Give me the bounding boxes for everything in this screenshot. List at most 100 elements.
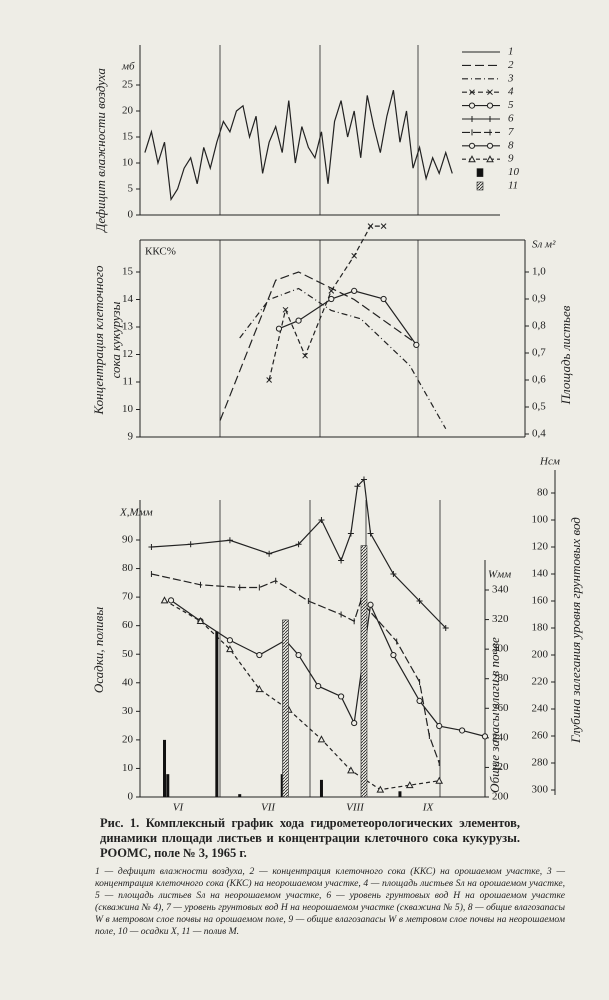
marker [481, 733, 489, 740]
marker [351, 252, 358, 259]
marker [328, 295, 335, 303]
figure: мб Дефицит влажности воздуха Концентраци… [91, 45, 583, 814]
marker [486, 102, 494, 109]
tick-label: 180 [532, 622, 549, 634]
marker [468, 155, 476, 163]
unit: Sл м² [532, 239, 556, 251]
tick-label: 15 [122, 131, 134, 143]
marker [416, 697, 423, 704]
tick-label: 0,7 [532, 347, 546, 359]
tick-label: 10 [122, 157, 134, 169]
marker [167, 597, 175, 604]
explanation: 1 — дефицит влажности воздуха, 2 — конце… [95, 866, 565, 937]
tick-label: 60 [122, 619, 134, 631]
tick-label: 320 [492, 613, 509, 625]
axis-label: Дефицит влажности воздуха [93, 68, 108, 234]
tick-label: 240 [532, 703, 549, 715]
tick-label: 12 [122, 348, 133, 360]
marker [295, 651, 302, 659]
unit: ККС% [145, 246, 176, 258]
marker [469, 116, 475, 122]
marker [187, 541, 194, 548]
marker [347, 530, 354, 537]
tick-label: 80 [122, 562, 134, 574]
marker [295, 541, 302, 548]
marker [487, 89, 493, 96]
marker [226, 537, 233, 544]
month-label: VIII [346, 802, 365, 814]
tick-label: 0,9 [532, 293, 546, 305]
marker [317, 735, 326, 743]
legend-swatch [476, 181, 484, 191]
legend-label: 6 [508, 113, 514, 125]
series-line [144, 90, 453, 202]
marker [390, 651, 397, 659]
marker [318, 517, 325, 523]
tick-label: 80 [537, 487, 549, 499]
marker [282, 306, 289, 313]
legend-label: 1 [508, 46, 514, 58]
tick-label: 300 [532, 784, 549, 796]
marker [226, 645, 234, 653]
marker [328, 288, 335, 294]
marker [468, 142, 476, 149]
tick-label: 280 [492, 672, 509, 684]
series-line [278, 290, 417, 346]
legend-label: 10 [508, 166, 520, 178]
marker [486, 142, 494, 149]
legend-label: 11 [508, 180, 518, 192]
tick-label: 10 [122, 403, 134, 415]
marker [337, 693, 345, 700]
bar [238, 794, 242, 797]
marker [256, 651, 263, 659]
tick-label: 0,8 [532, 320, 546, 332]
axis-label: Осадки, поливы [91, 607, 106, 693]
legend-label: 4 [508, 86, 514, 98]
marker [405, 781, 414, 789]
marker [266, 377, 273, 383]
tick-label: 15 [122, 266, 134, 278]
legend-label: 7 [508, 126, 514, 138]
tick-label: 220 [492, 761, 509, 773]
tick-label: 100 [532, 514, 549, 526]
series-line [164, 599, 440, 791]
tick-label: 70 [122, 591, 134, 603]
series-line [219, 271, 417, 421]
marker [487, 116, 493, 122]
marker [367, 223, 374, 229]
axis-label: Общие запасы влаги в почве [487, 637, 502, 793]
tick-label: 200 [532, 649, 549, 661]
tick-label: 120 [532, 541, 549, 553]
tick-label: 0,4 [532, 428, 546, 440]
tick-label: 280 [532, 757, 549, 769]
axis-label: Площадь листьев [558, 305, 573, 405]
tick-label: 0 [128, 209, 134, 221]
marker [469, 89, 475, 96]
tick-label: 140 [532, 568, 549, 580]
marker [458, 727, 466, 734]
marker [436, 722, 443, 730]
unit: Нсм [539, 456, 560, 468]
marker [351, 287, 358, 294]
tick-label: 260 [532, 730, 549, 742]
axis-label: сока кукурузы [108, 301, 123, 378]
axis-label: Глубина залегания уровня грунтовых вод [568, 517, 583, 744]
caption: Рис. 1. Комплексный график хода гидромет… [100, 816, 520, 860]
marker [226, 637, 234, 644]
marker [380, 295, 387, 303]
tick-label: 0 [128, 791, 134, 803]
marker [148, 544, 155, 550]
legend-label: 9 [508, 153, 514, 165]
series-line [151, 573, 440, 764]
tick-label: 340 [492, 584, 509, 596]
tick-label: 260 [492, 702, 509, 714]
marker [266, 550, 273, 557]
marker [376, 785, 385, 793]
bar [319, 779, 323, 797]
tick-label: 1,0 [532, 266, 546, 278]
marker [360, 476, 367, 483]
unit: мб [121, 61, 135, 73]
marker [413, 341, 420, 348]
marker [416, 598, 423, 604]
